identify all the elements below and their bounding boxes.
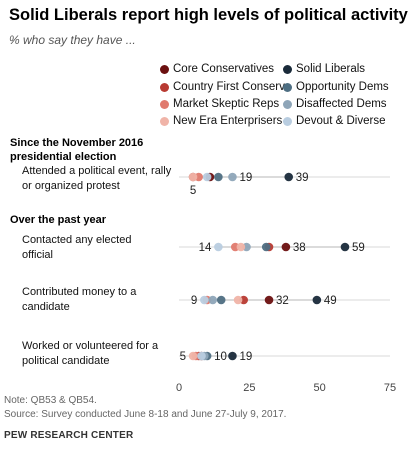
dot-opportunity-dems [214,172,223,182]
legend-label: Opportunity Dems [296,81,389,93]
data-label: 38 [293,242,306,254]
dot-opportunity-dems [216,295,226,305]
legend-swatch [160,99,169,109]
dot-new-era-enterprisers [236,242,246,252]
legend-swatch [160,116,169,126]
dot-disaffected-dems [228,172,237,182]
row-label-worked: Worked or volunteered for a political ca… [22,340,159,367]
dot-devout-diverse [202,172,212,182]
dot-devout-diverse [197,351,206,361]
dot-new-era-enterprisers [233,295,243,305]
legend-swatch [283,64,292,74]
legend-label: Country First Conservs [173,81,291,93]
legend-item-disaffected-dems: Disaffected Dems [283,97,387,111]
legend-label: Solid Liberals [296,63,366,75]
data-label: 32 [276,295,289,307]
legend-label: Core Conservatives [173,63,274,75]
chart-source: Source: Survey conducted June 8-18 and J… [4,409,287,420]
data-label: 19 [239,172,252,184]
row-label-attended: Attended a political event, rally or org… [22,165,172,192]
dot-solid-liberals [228,351,237,361]
legend-swatch [283,116,292,126]
legend-label: Disaffected Dems [296,98,387,110]
chart-plot: 19 39 5 14 38 59 9 32 49 5 10 19 0 25 50 75 [176,172,396,394]
data-label: 9 [191,295,197,307]
chart-note: Note: QB53 & QB54. [4,395,97,406]
dot-opportunity-dems [261,242,271,252]
section-heading-since-election: Since the November 2016 presidential ele… [10,137,144,163]
legend-label: New Era Enterprisers [173,115,283,127]
x-tick-label: 75 [384,382,396,394]
brand-label: PEW RESEARCH CENTER [4,430,134,441]
dot-core-conservatives [281,242,291,252]
dot-new-era-enterprisers [188,172,198,182]
legend-swatch [283,82,292,92]
row-label-contacted: Contacted any elected official [22,234,132,261]
x-tick-label: 25 [243,382,255,394]
legend-label: Devout & Diverse [296,115,386,127]
legend-item-new-era-enterprisers: New Era Enterprisers [160,114,282,128]
x-tick-label: 0 [176,382,182,394]
legend-item-market-skeptic-reps: Market Skeptic Reps [160,97,279,111]
data-label: 5 [190,185,196,197]
x-tick-label: 50 [314,382,326,394]
legend-label: Market Skeptic Reps [173,98,280,110]
row-label-contributed: Contributed money to a candidate [22,286,137,313]
data-label: 39 [296,172,309,184]
legend-item-solid-liberals: Solid Liberals [283,62,365,76]
data-label: 19 [239,351,252,363]
dot-disaffected-dems [208,295,218,305]
legend-item-country-first-conservs: Country First Conservs [160,80,291,94]
legend-swatch [160,82,169,92]
legend-item-core-conservatives: Core Conservatives [160,62,274,76]
dot-solid-liberals [284,172,294,182]
dot-core-conservatives [264,295,274,305]
dot-solid-liberals [340,242,350,252]
data-label: 14 [199,242,212,254]
dot-devout-diverse [200,295,209,305]
data-label: 5 [180,351,186,363]
dot-solid-liberals [312,295,322,305]
data-label: 10 [214,351,227,363]
data-label: 59 [352,242,365,254]
section-heading-past-year: Over the past year [10,214,106,226]
legend-swatch [283,99,292,109]
dot-new-era-enterprisers [188,351,198,361]
data-label: 49 [324,295,337,307]
dot-devout-diverse [214,242,223,252]
legend-item-opportunity-dems: Opportunity Dems [283,80,389,94]
chart-subtitle: % who say they have ... [9,33,136,47]
legend-item-devout-diverse: Devout & Diverse [283,114,385,128]
chart-title: Solid Liberals report high levels of pol… [9,6,408,24]
legend-swatch [160,64,169,74]
